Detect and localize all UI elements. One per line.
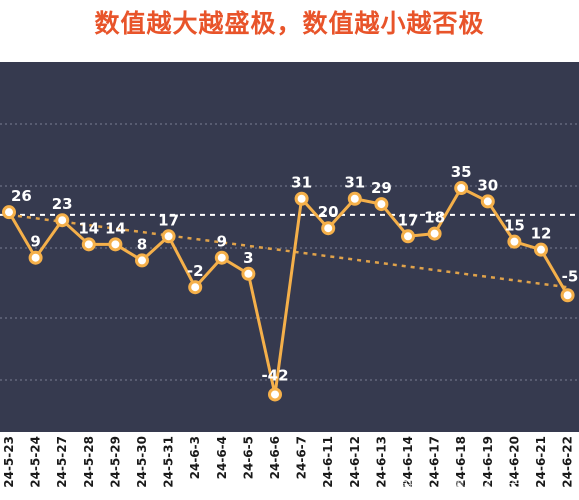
data-label: -2	[187, 262, 204, 280]
data-point	[214, 250, 229, 265]
data-label: 35	[451, 163, 472, 181]
data-label: 9	[217, 233, 227, 251]
data-points	[2, 181, 575, 402]
x-tick-label: 24-6-14	[401, 436, 415, 488]
x-tick-label: 24-6-17	[428, 436, 442, 488]
data-point	[560, 288, 575, 303]
watermark: 雪球：英涛循环待手	[394, 479, 520, 495]
x-tick-label: 24-6-5	[241, 436, 255, 479]
data-point	[427, 226, 442, 241]
data-point	[294, 191, 309, 206]
data-point	[374, 197, 389, 212]
x-tick-label: 24-5-28	[82, 436, 96, 488]
x-tick-label: 24-6-11	[321, 436, 335, 488]
x-tick-label: 24-6-7	[295, 436, 309, 479]
data-point	[55, 213, 70, 228]
trend-line	[8, 213, 568, 289]
data-label: 29	[371, 179, 392, 197]
x-tick-label: 24-5-23	[2, 436, 16, 488]
grid-lines	[0, 123, 579, 381]
x-tick-label: 24-5-27	[55, 436, 69, 488]
series-line	[7, 186, 569, 396]
data-point	[507, 234, 522, 249]
data-label: 31	[344, 174, 365, 192]
data-label: 15	[504, 217, 525, 235]
data-label: 14	[105, 219, 126, 237]
data-point	[347, 191, 362, 206]
data-point	[454, 181, 469, 196]
x-tick-label: 24-6-21	[534, 436, 548, 488]
x-tick-label: 24-6-18	[454, 436, 468, 488]
data-label: 31	[291, 174, 312, 192]
data-label: -42	[261, 366, 288, 384]
x-tick-label: 24-6-13	[374, 436, 388, 488]
x-tick-label: 24-5-29	[108, 436, 122, 488]
data-label: 9	[30, 233, 40, 251]
x-tick-label: 24-6-22	[561, 436, 575, 488]
data-label: 26	[11, 187, 32, 205]
data-point	[28, 250, 43, 265]
x-tick-label: 24-6-3	[188, 436, 202, 479]
data-point	[2, 205, 16, 220]
data-label: 20	[318, 203, 339, 221]
data-label: 8	[137, 235, 147, 253]
data-point	[321, 221, 336, 236]
x-tick-label: 24-5-30	[135, 436, 149, 488]
data-label: 30	[477, 176, 498, 194]
x-tick-label: 24-5-31	[162, 436, 176, 488]
data-point	[81, 237, 96, 252]
data-point	[135, 253, 149, 268]
x-tick-label: 24-5-24	[29, 436, 43, 488]
data-point	[161, 229, 176, 244]
x-tick-label: 24-6-4	[215, 436, 229, 479]
x-tick-label: 24-6-12	[348, 436, 362, 488]
data-point	[401, 229, 415, 244]
data-point	[108, 237, 123, 252]
data-label: 17	[398, 211, 419, 229]
data-label: 18	[424, 209, 445, 227]
data-label: 23	[52, 195, 73, 213]
data-label: 17	[158, 211, 179, 229]
data-point	[241, 266, 256, 281]
data-label: 3	[243, 249, 253, 267]
data-label: 12	[531, 225, 552, 243]
chart-title: 数值越大越盛极，数值越小越否极	[94, 9, 485, 38]
data-point	[480, 194, 495, 209]
x-tick-label: 24-6-19	[481, 436, 495, 488]
x-tick-labels: 24-5-23 24-5-24 24-5-27 24-5-28 24-5-29 24-5-…	[2, 436, 575, 488]
data-label: -5	[562, 267, 579, 285]
data-point	[534, 242, 548, 257]
data-label: 14	[78, 219, 99, 237]
data-point	[268, 387, 282, 402]
x-tick-label: 24-6-6	[268, 436, 282, 479]
x-tick-label: 24-6-20	[507, 436, 521, 488]
data-point	[188, 280, 203, 295]
